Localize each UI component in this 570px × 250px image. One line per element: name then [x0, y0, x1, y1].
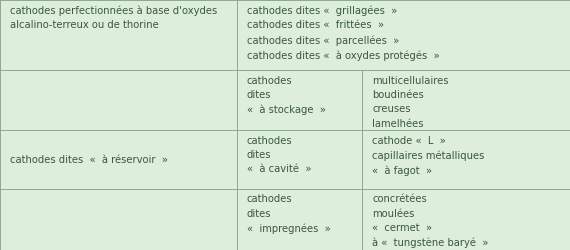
Text: cathodes
dites
«  impregnées  »: cathodes dites « impregnées » [247, 194, 331, 234]
Text: multicellulaires
boudinées
creuses
lamelhées: multicellulaires boudinées creuses lamel… [372, 76, 449, 129]
Text: cathodes dites «  grillagées  »
cathodes dites «  frittées  »
cathodes dites «  : cathodes dites « grillagées » cathodes d… [247, 6, 439, 61]
Text: cathodes
dites
«  à stockage  »: cathodes dites « à stockage » [247, 76, 326, 115]
Text: cathodes dites  «  à réservoir  »: cathodes dites « à réservoir » [10, 155, 168, 165]
Text: cathodes
dites
«  à cavité  »: cathodes dites « à cavité » [247, 136, 311, 174]
Text: cathode «  L  »
capillaires métalliques
«  à fagot  »: cathode « L » capillaires métalliques « … [372, 136, 484, 176]
Text: concrétées
moulées
«  cermet  »
à «  tungstène baryé  »: concrétées moulées « cermet » à « tungst… [372, 194, 488, 248]
Text: cathodes perfectionnées à base d'oxydes
alcalino-terreux ou de thorine: cathodes perfectionnées à base d'oxydes … [10, 6, 218, 30]
